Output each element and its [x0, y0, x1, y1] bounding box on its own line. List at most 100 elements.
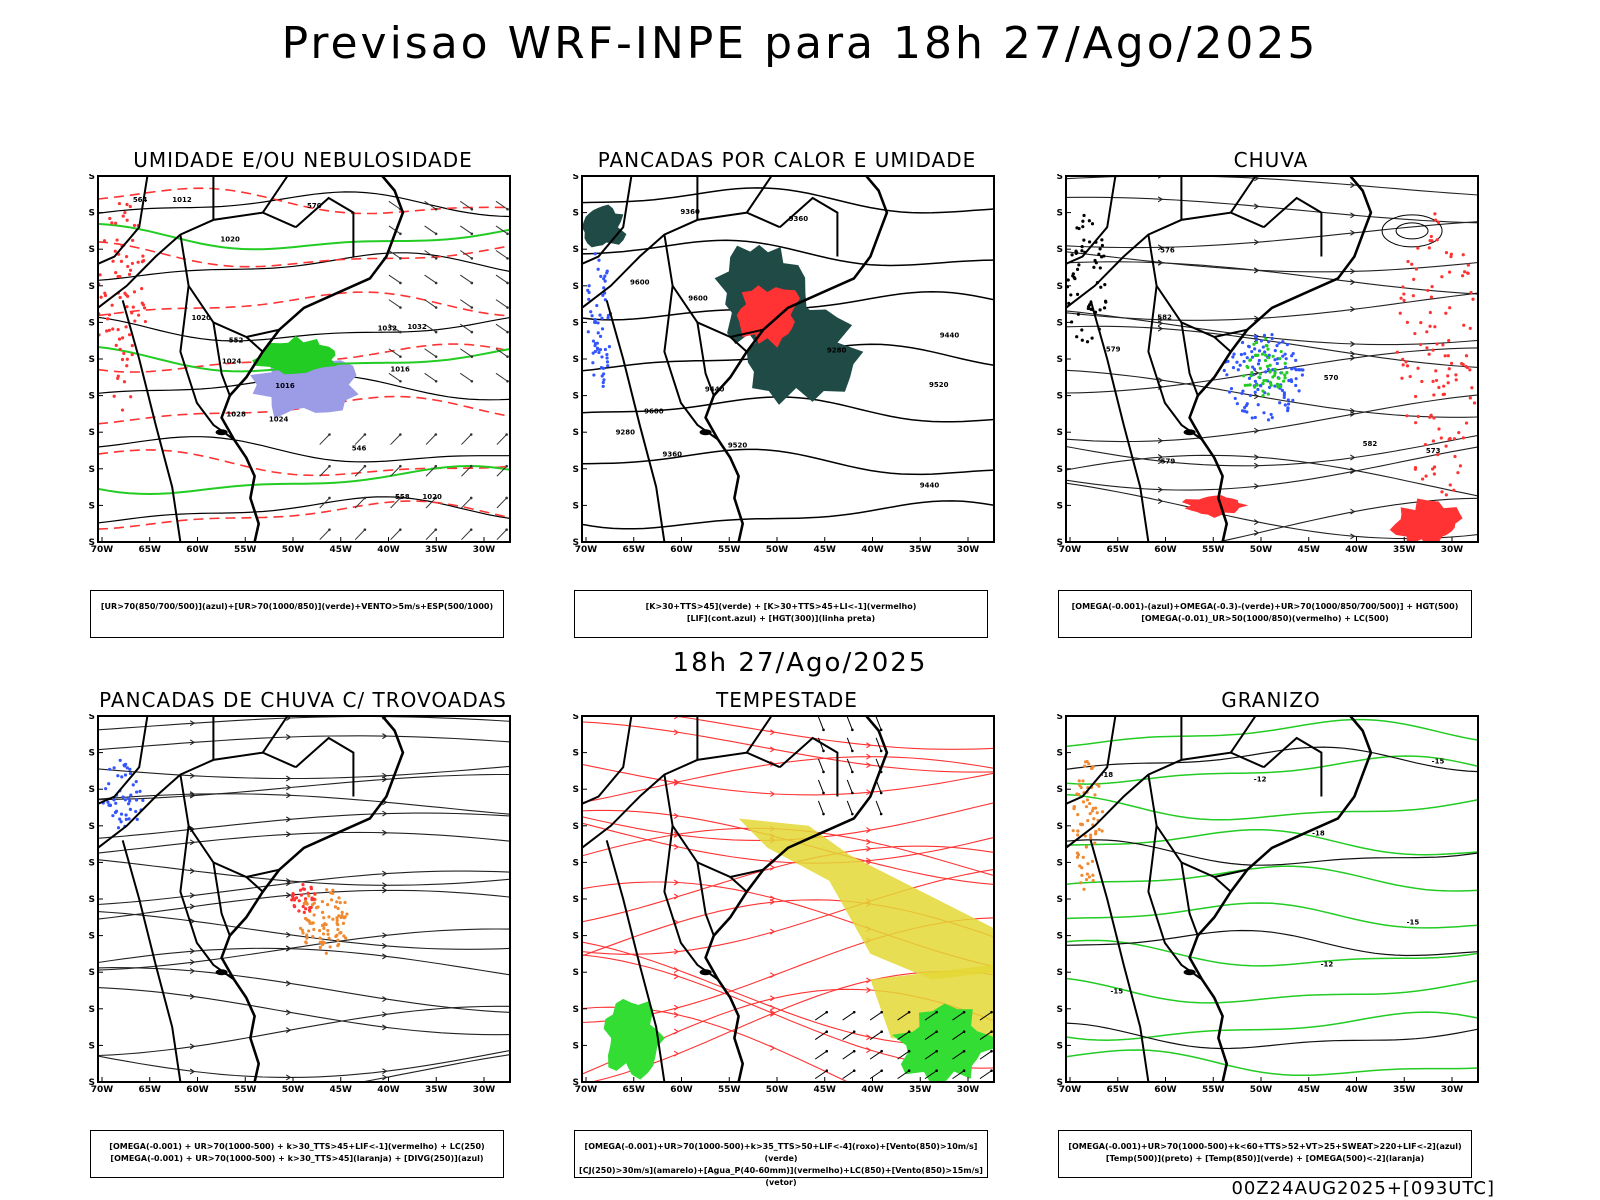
storm-area — [301, 931, 305, 935]
humidity-area — [1465, 271, 1470, 275]
wind-vector-head — [470, 257, 474, 260]
omega-strong — [1260, 352, 1265, 356]
divergence-area — [121, 795, 125, 799]
streamline-850-arrow — [866, 977, 872, 984]
humidity-area — [1440, 490, 1444, 494]
country-border — [1066, 716, 1117, 805]
wind-vector-head — [399, 306, 402, 309]
storm-area — [339, 915, 343, 920]
red-noise — [128, 268, 133, 272]
wind-vector-head — [962, 1030, 966, 1033]
divergence-area — [123, 764, 127, 768]
lon-tick-label: 30W — [473, 545, 496, 555]
streamline-arrow — [189, 903, 196, 910]
lif-contour — [605, 352, 609, 357]
wind-vector — [461, 529, 472, 541]
wind-vector — [495, 250, 508, 259]
humidity-area — [1460, 274, 1465, 278]
wind-vector — [319, 434, 330, 445]
wind-vector — [388, 323, 401, 333]
lon-tick-label: 35W — [425, 1085, 448, 1095]
humidity-area — [1402, 292, 1406, 296]
omega-500-area — [1091, 873, 1095, 877]
humidity-area — [1411, 294, 1415, 298]
map-pancadas-calor: 9600 9600 9600 9520 9520 9440 9440 9440 9360 9360… — [572, 174, 995, 555]
streamline-arrow — [1157, 259, 1164, 266]
contour-label: 9600 — [644, 408, 664, 416]
wind-vector — [354, 465, 366, 477]
lat-tick-label: 27S — [1056, 355, 1063, 365]
lon-tick-label: 60W — [186, 545, 209, 555]
wind-vector-head — [328, 464, 331, 468]
red-noise — [125, 364, 129, 368]
omega-area — [1240, 391, 1244, 395]
streamline-arrow — [285, 878, 292, 885]
red-noise — [131, 238, 135, 243]
streamline-arrow — [1350, 533, 1356, 540]
streamline — [1066, 369, 1478, 418]
omega-area — [1252, 367, 1257, 371]
wind-vector — [354, 434, 366, 445]
streamline-850-arrow — [673, 973, 680, 980]
omega-500-area — [1100, 810, 1105, 814]
contour-label: 9280 — [827, 346, 847, 354]
humidity-area — [1435, 238, 1439, 242]
streamline-850-arrow — [673, 813, 680, 819]
lat-tick-label: 42S — [572, 1078, 579, 1088]
omega-area — [1281, 340, 1285, 344]
humidity-area — [1425, 346, 1429, 350]
country-border — [1263, 196, 1323, 257]
red-noise — [105, 329, 109, 333]
lat-tick-label: 18S — [572, 245, 579, 255]
wind-vector-head — [505, 433, 508, 436]
omega-area — [1280, 388, 1284, 392]
red-noise — [107, 313, 112, 317]
omega-500-area — [1083, 834, 1087, 838]
streamline-850-arrow — [673, 1050, 680, 1057]
wind-vector-head — [825, 1069, 829, 1073]
lat-tick-label: 33S — [88, 428, 95, 438]
streamline-arrow — [382, 1074, 388, 1081]
wind-vector-head — [851, 770, 854, 774]
omega-area — [1273, 358, 1277, 362]
streamline-arrow — [1350, 182, 1356, 189]
lat-tick-label: 42S — [88, 538, 95, 548]
country-border — [261, 176, 289, 214]
omega-500-area — [1086, 819, 1090, 823]
omega-area — [1231, 355, 1235, 359]
omega-area — [1282, 391, 1286, 395]
storm-area — [321, 940, 325, 944]
wind-vector — [897, 1050, 910, 1060]
omega-area — [1245, 410, 1249, 414]
omega-strong — [1280, 371, 1284, 375]
terrain-contour — [1089, 307, 1093, 311]
omega-strong — [1268, 369, 1273, 373]
divergence-area — [123, 773, 128, 777]
red-noise — [131, 305, 135, 309]
omega-strong — [1283, 373, 1287, 377]
streamline — [1066, 176, 1478, 196]
streamline-arrow — [1350, 306, 1356, 313]
storm-area — [318, 940, 322, 944]
omega-500-area — [1088, 812, 1092, 816]
humidity-area — [1181, 495, 1249, 518]
lif-contour — [596, 267, 600, 271]
red-noise — [140, 287, 144, 291]
humidity-area — [1444, 493, 1448, 497]
humidity-area — [1443, 354, 1447, 358]
legend-line-2: [CJ(250)>30m/s](amarelo)+[Agua_P(40-60mm… — [579, 1166, 983, 1187]
red-noise — [137, 313, 141, 317]
panel-legend: [OMEGA(-0.001)+UR>70(1000-500)+k>35_TTS>… — [574, 1130, 988, 1187]
wind-vector — [495, 372, 508, 382]
omega-area — [1253, 335, 1258, 339]
streamline-arrow — [189, 1043, 196, 1050]
storm-area — [322, 926, 326, 930]
panel-legend: [OMEGA(-0.001)+UR>70(1000-500)+k<60+TTS>… — [1058, 1130, 1472, 1178]
streamline-arrow — [1350, 354, 1356, 361]
lon-tick-label: 60W — [670, 1085, 693, 1095]
wind-vector — [817, 758, 824, 773]
severe-area — [306, 891, 310, 895]
country-border — [295, 736, 355, 797]
wind-vector-head — [852, 1030, 856, 1033]
omega-area — [1238, 363, 1242, 367]
